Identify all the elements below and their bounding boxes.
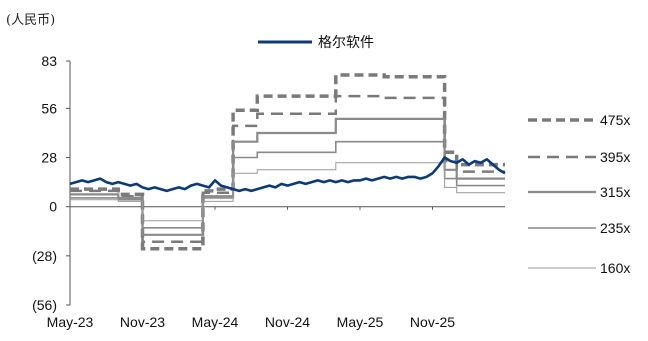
band-legend: 475x 395x 315x 235x 160x [528, 112, 630, 276]
x-tick-label: Nov-24 [265, 314, 310, 330]
pe-bands [70, 73, 505, 251]
y-tick-label: 0 [49, 199, 57, 215]
legend-label-315x: 315x [600, 184, 630, 200]
band-line-475x [70, 73, 505, 251]
legend-label-395x: 395x [600, 149, 630, 165]
legend-price: 格尔软件 [258, 35, 374, 51]
y-tick-label: 28 [41, 150, 57, 166]
x-tick-label: May-24 [192, 314, 239, 330]
band-line-160x [70, 162, 505, 222]
price-line [69, 156, 506, 193]
axes: 83 56 28 0 (28) (56)May-23 Nov-23 May-24 Nov-24 M… [32, 53, 505, 330]
unit-label: (人民币) [6, 13, 55, 28]
legend-price-label: 格尔软件 [318, 35, 374, 51]
band-line-315x [70, 117, 505, 236]
x-tick-label: Nov-23 [120, 314, 165, 330]
y-tick-label: 56 [41, 100, 57, 116]
y-tick-label: (56) [32, 297, 57, 313]
legend-label-475x: 475x [600, 112, 630, 128]
legend-label-160x: 160x [600, 260, 630, 276]
x-tick-label: Nov-25 [410, 314, 455, 330]
price-line-group [69, 156, 506, 193]
y-tick-label: (28) [32, 248, 57, 264]
legend-label-235x: 235x [600, 220, 630, 236]
x-tick-label: May-23 [47, 314, 94, 330]
x-tick-label: May-25 [337, 314, 384, 330]
y-tick-label: 83 [41, 53, 57, 69]
